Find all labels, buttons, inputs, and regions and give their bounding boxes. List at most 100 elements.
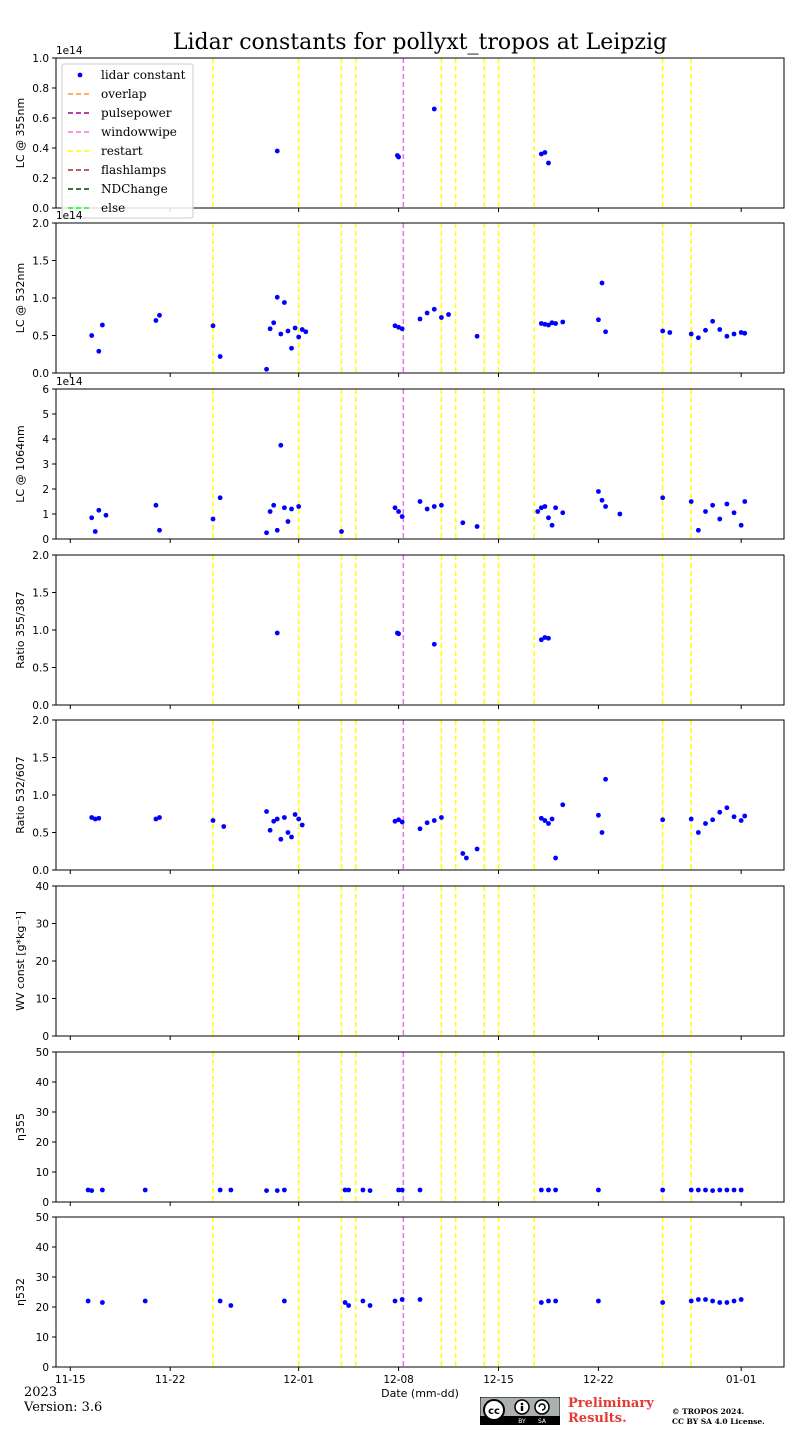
lidar-constant-point [210,516,216,522]
lidar-constant-point [703,1297,708,1302]
y-tick-label: 50 [36,1212,49,1224]
lidar-constant-point [703,821,708,826]
lidar-constant-point [417,499,423,504]
svg-text:BY: BY [518,1418,526,1425]
preliminary-line-1: Preliminary [568,1396,654,1411]
lidar-constant-point [264,530,269,536]
lidar-constant-point [96,348,102,354]
lidar-constant-point [463,855,469,861]
lidar-constant-point [299,822,305,828]
lidar-constant-point [92,816,98,822]
x-tick-label: 11-22 [155,1374,186,1386]
y-tick-label: 0.5 [32,828,49,840]
lidar-constant-point [742,330,748,336]
y-tick-label: 0.0 [32,203,49,215]
lidar-constant-point [274,294,280,300]
panel-frame [55,222,785,374]
y-tick-label: 1.5 [32,753,49,765]
lidar-constant-point [367,1303,373,1308]
y-tick-label: 0.2 [32,173,49,185]
lidar-constant-point [424,310,430,316]
y-tick-label: 0.5 [32,663,49,675]
lidar-constant-point [660,1187,666,1193]
lidar-constant-point [724,805,730,811]
lidar-constant-point [667,330,673,335]
lidar-constant-point [396,509,401,514]
lidar-constant-point [474,846,480,852]
lidar-constant-point [542,504,548,509]
lidar-constant-point [424,820,430,826]
lidar-constant-point [738,330,744,335]
lidar-constant-point [96,815,102,821]
chart-title: Lidar constants for pollyxt_tropos at Le… [172,30,668,55]
y-tick-label: 10 [36,994,49,1006]
lidar-constant-point [274,148,280,154]
lidar-constant-point [103,512,109,518]
lidar-constant-point [553,1187,559,1193]
lidar-constant-point [399,1187,405,1193]
copyright-line-2: CC BY SA 4.0 License. [672,1417,765,1426]
legend-marker [77,72,83,78]
lidar-constant-point [474,333,480,339]
lidar-constant-point [460,851,466,856]
lidar-constant-point [439,502,444,508]
lidar-constant-point [660,495,666,501]
lidar-constant-point [292,812,298,817]
lidar-constant-point [695,1187,701,1193]
y-tick-label: 0.0 [32,368,49,380]
lidar-constant-point [264,366,269,372]
panel-frame [55,1216,785,1368]
x-tick-label: 12-08 [383,1374,414,1386]
lidar-constant-point [703,327,708,333]
lidar-constant-point [417,1297,423,1302]
lidar-constant-point [228,1303,234,1308]
y-tick-label: 3 [42,459,49,471]
lidar-constant-point [717,1300,723,1305]
x-tick-label: 01-01 [726,1374,757,1386]
lidar-constant-point [717,1187,723,1193]
lidar-constant-point [153,502,159,508]
y-tick-label: 4 [42,434,49,446]
lidar-constant-point [424,506,430,512]
lidar-constant-point [399,1297,405,1302]
lidar-constant-point [538,321,544,326]
lidar-constant-point [228,1187,234,1193]
lidar-constant-point [535,509,541,514]
lidar-constant-point [271,502,277,508]
lidar-constant-point [542,150,548,155]
lidar-constant-point [549,320,555,326]
lidar-constant-point [560,510,566,516]
lidar-constant-point [731,1187,737,1193]
y-tick-label: 2.0 [32,550,49,562]
lidar-constant-point [474,524,480,529]
lidar-constant-point [217,1298,223,1304]
legend-entry-label: windowwipe [101,125,177,139]
lidar-constant-point [342,1187,348,1193]
lidar-constant-point [731,1298,737,1304]
panel-frame [55,388,785,540]
y-axis-label: LC @ 532nm [14,263,27,334]
lidar-constant-point [99,1300,105,1305]
lidar-constant-point [399,514,405,519]
lidar-constant-point [296,334,302,340]
lidar-constant-point [724,333,730,339]
lidar-constant-point [157,312,162,318]
preliminary-results-label: Preliminary Results. [568,1396,654,1426]
legend-entry-label: NDChange [101,182,168,196]
lidar-constant-point [396,631,401,637]
lidar-constant-point [360,1298,366,1304]
legend-entry-label: pulsepower [101,106,172,120]
legend-entry-label: restart [101,144,143,158]
y-tick-label: 50 [36,1047,49,1059]
lidar-constant-point [281,505,287,511]
lidar-constant-point [96,507,102,513]
lidar-constant-point [596,489,601,494]
y-tick-label: 5 [42,409,49,421]
legend-box [61,63,194,219]
lidar-constant-point [596,1187,601,1193]
x-axis-label: Date (mm-dd) [381,1387,459,1400]
lidar-constant-point [274,630,280,636]
y-tick-label: 0.0 [32,700,49,712]
y-tick-label: 30 [36,1107,49,1119]
y-axis-label: Ratio 355/387 [14,591,27,668]
